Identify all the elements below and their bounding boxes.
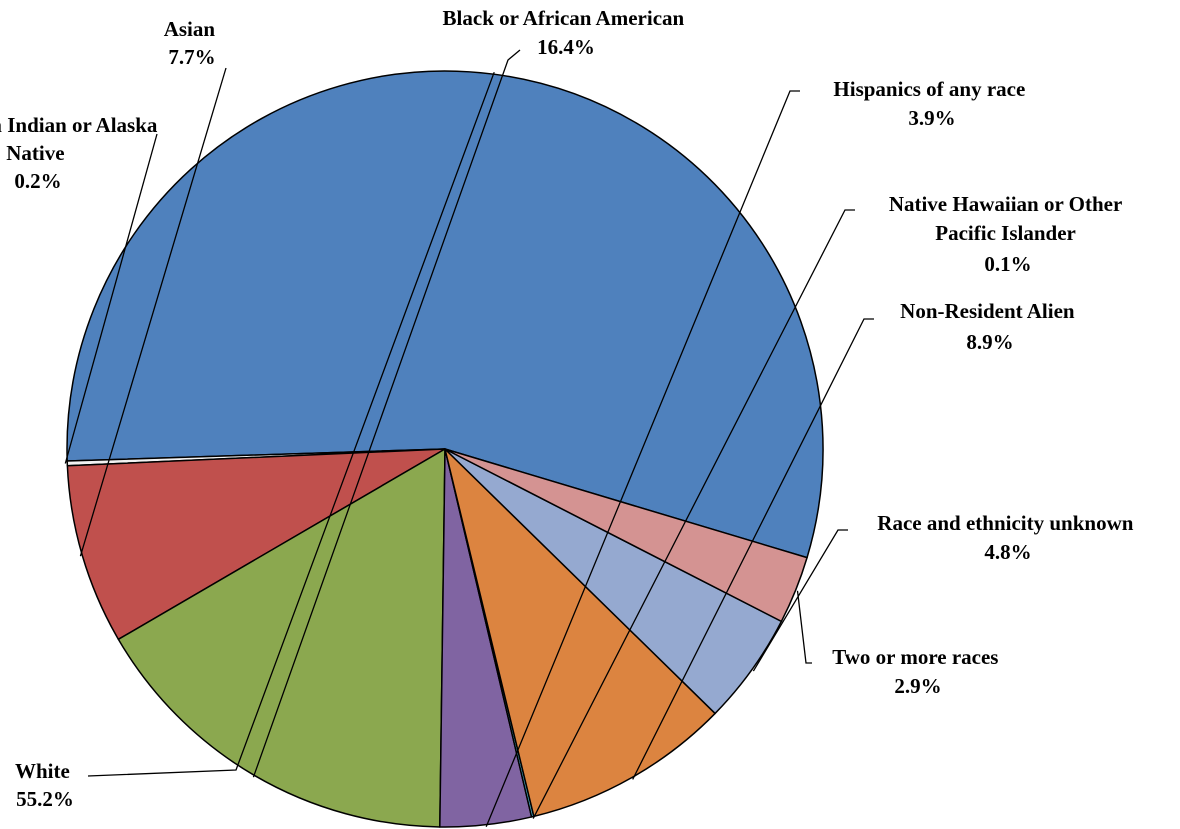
leader-line-two-or-more — [796, 590, 812, 664]
label-american-indian-pct: 0.2% — [14, 169, 61, 193]
leader-line-native-hawaiian — [532, 209, 855, 819]
label-hispanic: Hispanics of any race 3.9% — [833, 77, 1030, 130]
label-non-resident-pct: 8.9% — [966, 330, 1013, 354]
label-two-or-more-name: Two or more races — [832, 645, 998, 669]
label-white-pct: 55.2% — [16, 787, 74, 811]
label-white-name: White — [15, 759, 70, 783]
pie-slice-non-resident-alien — [444, 448, 716, 818]
label-unknown-pct: 4.8% — [984, 540, 1031, 564]
label-unknown-name: Race and ethnicity unknown — [877, 511, 1133, 535]
leader-line-white — [87, 71, 495, 777]
leader-line-asian — [79, 67, 227, 557]
label-non-resident-name: Non-Resident Alien — [900, 299, 1075, 323]
leader-lines — [64, 49, 874, 828]
label-white: White 55.2% — [15, 759, 75, 811]
label-asian: Asian 7.7% — [164, 17, 221, 69]
label-hispanic-name: Hispanics of any race — [833, 77, 1025, 101]
label-black: Black or African American 16.4% — [443, 6, 690, 59]
label-asian-name: Asian — [164, 17, 216, 41]
label-black-pct: 16.4% — [537, 35, 595, 59]
leader-line-non-resident — [632, 318, 874, 780]
label-american-indian-name-2: Native — [6, 141, 64, 165]
leader-line-black — [252, 49, 521, 778]
label-american-indian-name-1: American Indian or Alaska — [0, 113, 158, 137]
label-american-indian: American Indian or Alaska Native 0.2% — [0, 113, 163, 193]
pie-slice-asian — [66, 448, 446, 641]
leader-line-american-indian — [64, 133, 158, 464]
leader-line-hispanic — [485, 90, 800, 828]
label-native-hawaiian-name-2: Pacific Islander — [935, 221, 1075, 245]
leader-line-unknown — [752, 529, 848, 672]
label-native-hawaiian: Native Hawaiian or Other Pacific Islande… — [889, 192, 1127, 276]
label-two-or-more: Two or more races 2.9% — [832, 645, 1003, 698]
label-hispanic-pct: 3.9% — [908, 106, 955, 130]
label-asian-pct: 7.7% — [168, 45, 215, 69]
label-non-resident: Non-Resident Alien 8.9% — [900, 299, 1080, 354]
pie-slices — [66, 70, 824, 828]
pie-slice-two-or-more-races — [444, 448, 808, 623]
label-two-or-more-pct: 2.9% — [894, 674, 941, 698]
label-black-name: Black or African American — [443, 6, 685, 30]
label-native-hawaiian-name-1: Native Hawaiian or Other — [889, 192, 1122, 216]
label-unknown: Race and ethnicity unknown 4.8% — [877, 511, 1138, 564]
label-native-hawaiian-pct: 0.1% — [984, 252, 1031, 276]
